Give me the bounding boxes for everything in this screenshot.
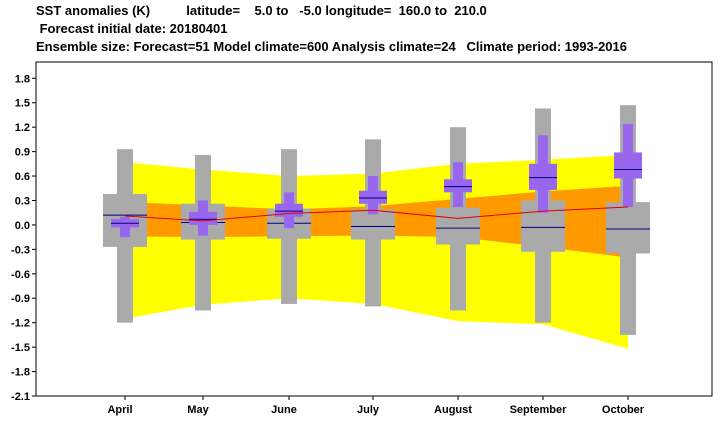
y-tick-label: -0.6 (11, 269, 30, 281)
plot-frame (35, 61, 713, 397)
analysis-line (124, 206, 629, 222)
x-tick-label: July (357, 404, 380, 416)
forecast-box (359, 190, 387, 204)
forecast-box (444, 179, 472, 193)
box-plots (103, 105, 650, 335)
forecast-box (189, 211, 217, 225)
y-tick-label: 0.3 (15, 195, 30, 207)
ensemble-info-line: Ensemble size: Forecast=51 Model climate… (36, 39, 627, 54)
y-tick-label: -0.3 (11, 244, 30, 256)
y-tick-label: -0.9 (11, 293, 30, 305)
y-tick-label: 1.2 (15, 122, 30, 134)
y-tick-label: -1.5 (11, 342, 30, 354)
climate-box (436, 207, 480, 245)
x-tick-label: October (602, 404, 645, 416)
x-tick-label: August (434, 404, 472, 416)
x-tick-label: May (187, 404, 209, 416)
climate-box (351, 209, 395, 240)
y-tick-label: -1.2 (11, 318, 30, 330)
climate-box (606, 202, 650, 254)
forecast-box (614, 152, 642, 179)
analysis-line-group (124, 206, 629, 222)
x-tick-label: June (271, 404, 297, 416)
x-tick-label: April (107, 404, 132, 416)
axes: 1.8 1.5 1.2 0.9 0.6 0.3 0.0 -0.3 -0.6 -0.9 -1.2 -1.… (11, 61, 713, 416)
y-tick-label: 1.5 (15, 98, 30, 110)
x-tick-label: September (510, 404, 568, 416)
forecast-box (529, 163, 557, 190)
chart-title-line: SST anomalies (K) latitude= 5.0 to -5.0 … (36, 3, 487, 18)
y-tick-label: 1.8 (15, 73, 30, 85)
y-tick-label: 0.0 (15, 220, 30, 232)
y-tick-label: -1.8 (11, 367, 30, 379)
y-tick-label: 0.9 (15, 147, 30, 159)
y-tick-label: -2.1 (11, 391, 30, 403)
forecast-date-line: Forecast initial date: 20180401 (36, 21, 228, 36)
y-tick-label: 0.6 (15, 171, 30, 183)
